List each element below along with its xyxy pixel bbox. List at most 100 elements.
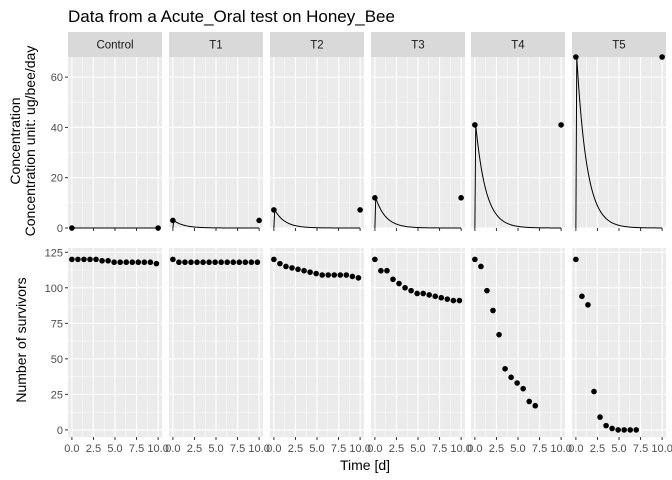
- x-tick-label: 10.0: [248, 443, 269, 455]
- survivors-point: [188, 259, 194, 266]
- survivors-y-tick-label: 25: [51, 389, 63, 401]
- conc-y-tick-label: 60: [51, 72, 63, 84]
- x-tick-label: 7.5: [331, 443, 346, 455]
- survivors-point: [514, 380, 520, 386]
- survivors-point: [414, 290, 420, 297]
- x-tick-label: 2.5: [187, 443, 202, 455]
- survivors-point: [135, 259, 142, 266]
- survivors-point: [444, 296, 451, 302]
- x-tick-label: 5.0: [410, 443, 425, 455]
- survivors-point: [579, 293, 585, 300]
- survivors-point: [123, 259, 130, 266]
- survivors-point: [99, 257, 105, 264]
- survivors-point: [609, 425, 615, 432]
- x-tick-label: 5.0: [208, 443, 223, 455]
- x-tick-label: 0.0: [367, 443, 382, 455]
- survivors-point: [456, 297, 463, 304]
- concentration-point: [170, 217, 176, 224]
- x-axis-title: Time [d]: [340, 457, 390, 473]
- survivors-y-tick-label: 0: [57, 425, 63, 437]
- facet-strip: [68, 32, 162, 57]
- survivors-point: [591, 388, 597, 395]
- survivors-point: [182, 259, 188, 266]
- survivors-point: [313, 270, 319, 277]
- x-tick-label: 10.0: [651, 443, 672, 455]
- survivors-point: [194, 259, 200, 266]
- survivors-point: [218, 259, 224, 266]
- x-tick-label: 0.0: [467, 443, 482, 455]
- concentration-point: [472, 122, 478, 128]
- survivors-point: [111, 259, 117, 266]
- x-tick-label: 5.0: [309, 443, 324, 455]
- facet-strip: [371, 32, 465, 57]
- concentration-curve: [273, 209, 361, 229]
- conc-y-tick-label: 40: [51, 122, 63, 134]
- survivors-point: [224, 259, 231, 266]
- survivors-point: [206, 259, 212, 266]
- survivors-y-tick-label: 100: [45, 283, 63, 295]
- survivors-point: [603, 422, 609, 429]
- x-tick-label: 5.0: [107, 443, 122, 455]
- x-tick-label: 10.0: [450, 443, 471, 455]
- x-tick-label: 7.5: [230, 443, 245, 455]
- x-tick-label: 0.0: [165, 443, 180, 455]
- survivors-point: [87, 256, 93, 263]
- survivors-point: [402, 284, 408, 291]
- survivors-point: [508, 374, 514, 381]
- concentration-point: [458, 195, 464, 201]
- survivors-point: [420, 290, 426, 297]
- concentration-point: [372, 195, 378, 201]
- survivors-point: [337, 272, 344, 278]
- x-tick-label: 0.0: [266, 443, 281, 455]
- x-tick-label: 5.0: [510, 443, 525, 455]
- survivors-point: [331, 272, 338, 278]
- survivors-point: [289, 265, 295, 271]
- survivors-point: [200, 259, 206, 266]
- x-tick-label: 7.5: [532, 443, 547, 455]
- survivors-point: [627, 427, 634, 433]
- x-tick-label: 7.5: [432, 443, 447, 455]
- survivors-point: [153, 260, 160, 267]
- survivors-point: [93, 256, 99, 263]
- survivors-point: [438, 294, 445, 301]
- concentration-point: [659, 54, 665, 60]
- survivors-point: [633, 427, 640, 433]
- survivors-point: [141, 259, 148, 266]
- survivors-y-tick-label: 50: [51, 354, 63, 366]
- survivors-point: [432, 293, 439, 300]
- x-tick-label: 2.5: [389, 443, 404, 455]
- survivors-point: [325, 272, 332, 278]
- x-tick-label: 2.5: [590, 443, 605, 455]
- concentration-point: [573, 54, 579, 60]
- x-tick-label: 10.0: [349, 443, 370, 455]
- survivors-point: [69, 256, 75, 263]
- survivors-point: [147, 259, 154, 266]
- x-tick-label: 10.0: [147, 443, 168, 455]
- survivors-y-tick-label: 75: [51, 318, 63, 330]
- survivors-point: [408, 287, 414, 294]
- survivors-point: [349, 273, 356, 280]
- facet-strip: [270, 32, 364, 57]
- facet-strip-label: T2: [310, 40, 323, 52]
- x-tick-label: 2.5: [288, 443, 303, 455]
- survivors-point: [490, 307, 496, 314]
- survivors-point: [319, 272, 325, 278]
- survivors-point: [117, 259, 123, 266]
- conc-y-tick-label: 0: [57, 223, 63, 235]
- facet-strip: [169, 32, 263, 57]
- survivors-point: [450, 297, 457, 304]
- survivors-point: [378, 267, 384, 274]
- survivors-point: [478, 263, 484, 270]
- x-tick-label: 0.0: [568, 443, 583, 455]
- chart-title: Data from a Acute_Oral test on Honey_Bee: [68, 7, 395, 26]
- facet-strip-label: T3: [411, 40, 424, 52]
- survivors-point: [176, 259, 182, 266]
- survivors-point: [526, 398, 533, 405]
- x-tick-label: 7.5: [633, 443, 648, 455]
- conc-y-title-line2: Concentration unit: ug/bee/day: [22, 46, 38, 237]
- survivors-point: [532, 402, 539, 409]
- facet-strip-label: T1: [209, 40, 222, 52]
- survivors-point: [129, 259, 136, 266]
- concentration-curve: [172, 218, 260, 229]
- facet-strip: [572, 32, 666, 57]
